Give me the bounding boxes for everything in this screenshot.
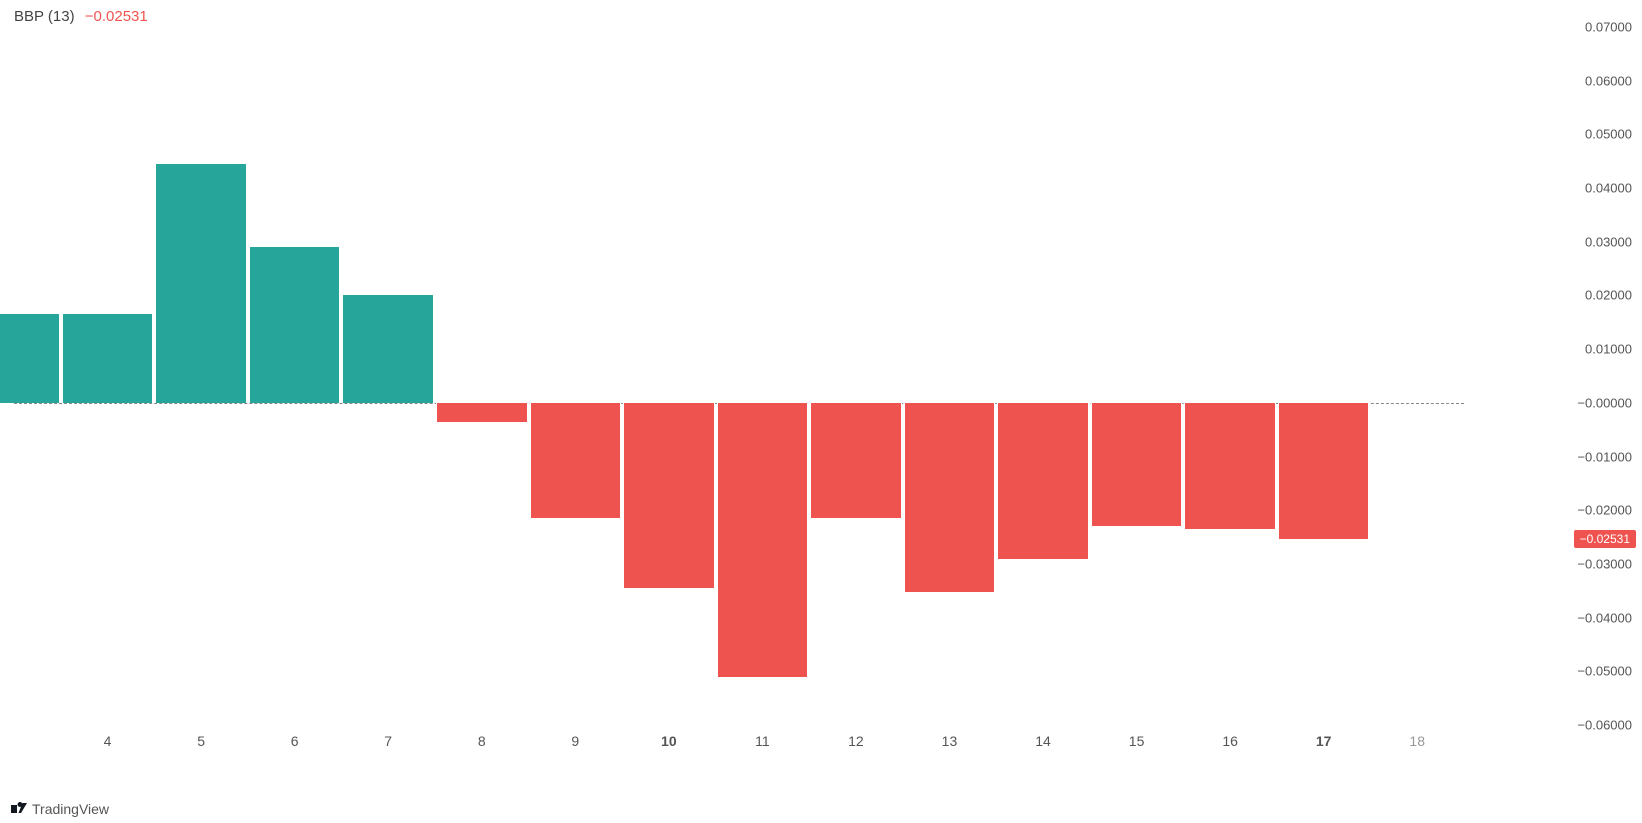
y-axis[interactable]: 0.07000 0.06000 0.05000 0.04000 0.03000 0.020… — [1464, 0, 1642, 752]
x-tick-label: 10 — [661, 733, 677, 749]
y-tick-label: 0.07000 — [1585, 19, 1632, 34]
bar[interactable] — [62, 314, 154, 403]
x-tick-label: 7 — [384, 733, 392, 749]
x-axis[interactable]: 4 5 6 7 8 9 10 11 12 13 14 15 16 17 18 — [14, 733, 1464, 763]
x-tick-label: 15 — [1129, 733, 1145, 749]
y-tick-label: 0.04000 — [1585, 181, 1632, 196]
bar[interactable] — [717, 403, 809, 677]
x-tick-label: 5 — [197, 733, 205, 749]
attribution-text: TradingView — [32, 801, 109, 817]
bar[interactable] — [249, 247, 341, 403]
attribution[interactable]: TradingView — [10, 800, 109, 817]
chart-container: BBP (13) −0.02531 0.070000.060000.050000… — [0, 0, 1642, 823]
indicator-value: −0.02531 — [85, 8, 148, 25]
plot-area[interactable] — [14, 0, 1464, 752]
bar[interactable] — [436, 403, 528, 422]
y-tick-label: −0.06000 — [1577, 718, 1632, 733]
y-tick-label: 0.01000 — [1585, 342, 1632, 357]
bar[interactable] — [155, 164, 247, 403]
bar[interactable] — [1091, 403, 1183, 527]
bar[interactable] — [623, 403, 715, 588]
y-current-value: −0.02531 — [1574, 530, 1636, 548]
bar[interactable] — [0, 314, 60, 403]
x-tick-label: 16 — [1222, 733, 1238, 749]
x-tick-label: 8 — [478, 733, 486, 749]
x-tick-label: 6 — [291, 733, 299, 749]
bar[interactable] — [904, 403, 996, 593]
x-tick-label: 13 — [942, 733, 958, 749]
bar[interactable] — [1184, 403, 1276, 529]
y-tick-label: −0.03000 — [1577, 557, 1632, 572]
x-tick-label: 17 — [1316, 733, 1332, 749]
x-tick-label: 11 — [755, 733, 770, 749]
chart-header: BBP (13) −0.02531 — [14, 8, 148, 25]
indicator-name[interactable]: BBP (13) — [14, 8, 75, 25]
x-tick-label: 18 — [1409, 733, 1425, 749]
y-tick-label: −0.01000 — [1577, 449, 1632, 464]
tradingview-logo-icon — [10, 800, 28, 817]
bar[interactable] — [342, 295, 434, 402]
bar[interactable] — [1278, 403, 1370, 539]
x-tick-label: 4 — [104, 733, 112, 749]
y-tick-label: 0.05000 — [1585, 127, 1632, 142]
y-tick-label: 0.02000 — [1585, 288, 1632, 303]
bar[interactable] — [530, 403, 622, 518]
y-tick-label: 0.06000 — [1585, 73, 1632, 88]
y-tick-label: −0.00000 — [1577, 395, 1632, 410]
bar[interactable] — [997, 403, 1089, 559]
y-tick-label: −0.04000 — [1577, 610, 1632, 625]
y-tick-label: −0.02000 — [1577, 503, 1632, 518]
x-tick-label: 14 — [1035, 733, 1051, 749]
x-tick-label: 9 — [571, 733, 579, 749]
y-tick-label: 0.03000 — [1585, 234, 1632, 249]
y-tick-label: −0.05000 — [1577, 664, 1632, 679]
x-tick-label: 12 — [848, 733, 864, 749]
bar[interactable] — [810, 403, 902, 518]
